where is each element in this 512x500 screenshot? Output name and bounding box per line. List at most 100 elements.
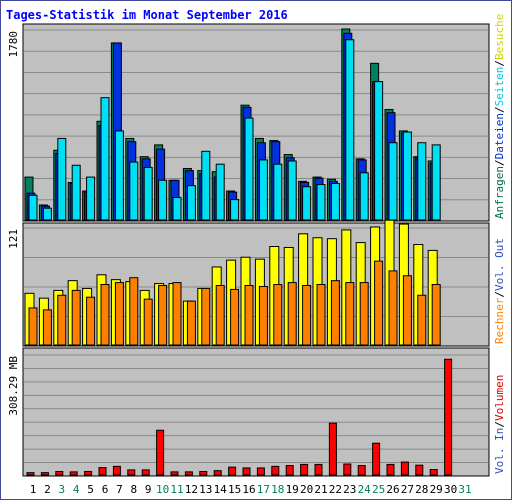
x-tick-label: 28 [415,483,428,496]
bar-rechner [129,277,139,346]
x-tick-label: 15 [228,483,241,496]
bar-seiten [302,186,312,221]
bar-rechner [215,285,225,346]
bar-seiten [86,176,96,221]
bar-seiten [374,81,384,221]
legend-separator: / [493,60,506,67]
bar-seiten [316,184,326,221]
legend-entry: Volumen [493,375,506,421]
bar-volumen [156,429,165,476]
x-tick-label: 7 [116,483,123,496]
bar-seiten [330,183,340,221]
x-tick-label: 19 [286,483,299,496]
bar-seiten [143,166,153,221]
bar-volumen [40,472,49,476]
bar-rechner [431,284,441,346]
bar-seiten [417,142,427,221]
bar-rechner [345,282,355,346]
bar-seiten [273,163,283,221]
bar-rechner [86,296,96,346]
legend-entry: Rechner [493,297,506,344]
bar-seiten [215,163,225,221]
bar-rechner [42,309,52,346]
bar-rechner [388,270,398,346]
x-tick-label: 13 [199,483,212,496]
bar-volumen [386,463,395,476]
bar-rechner [374,260,384,346]
x-tick-label: 12 [185,483,198,496]
y-axis-label: 1780 [7,31,20,58]
x-tick-label: 24 [358,483,372,496]
legend-middle: Rechner/Vol. Out [493,238,506,344]
x-tick-label: 14 [214,483,228,496]
x-tick-label: 2 [44,483,51,496]
bar-volumen [184,471,193,476]
bar-volumen [242,467,251,476]
legend-top-text: Anfragen/Dateien/Seiten/Besuche [493,14,506,219]
bar-seiten [57,137,67,221]
x-tick-label: 17 [257,483,270,496]
bar-rechner [230,288,240,346]
bar-rechner [402,275,412,346]
legend-separator: / [493,159,506,166]
x-tick-label: 30 [444,483,457,496]
bar-volumen [112,465,121,476]
bar-rechner [28,307,38,346]
bar-volumen [415,464,424,476]
bar-seiten [244,117,254,221]
x-tick-label: 31 [458,483,471,496]
bar-rechner [158,285,168,346]
legend-bottom: Vol. In/Volumen [493,375,506,474]
y-axis-label: 308.29 MB [7,356,20,416]
x-tick-label: 8 [130,483,137,496]
bar-rechner [258,285,268,346]
bar-rechner [244,285,254,346]
bar-rechner [417,294,427,346]
legend-bottom-text: Vol. In/Volumen [493,375,506,474]
bar-rechner [201,287,211,346]
bar-volumen [141,469,150,476]
bar-volumen [285,465,294,476]
bar-volumen [84,470,93,476]
bar-seiten [28,194,38,221]
bar-volumen [300,463,309,476]
bar-seiten [431,144,441,221]
bar-volumen [170,471,179,476]
x-tick-label: 20 [300,483,313,496]
legend-middle-text: Rechner/Vol. Out [493,238,506,344]
bar-seiten [230,199,240,221]
x-tick-label: 18 [271,483,284,496]
bar-rechner [273,284,283,346]
bar-rechner [316,284,326,346]
x-tick-label: 22 [329,483,342,496]
bar-volumen [256,467,265,476]
x-tick-label: 21 [314,483,327,496]
bar-volumen [228,466,237,476]
x-tick-label: 4 [73,483,80,496]
legend-entry: Seiten [493,67,506,107]
bar-volumen [199,470,208,476]
bar-seiten [201,150,211,221]
legend-top: Anfragen/Dateien/Seiten/Besuche [493,14,506,219]
bar-volumen [26,472,35,476]
bar-volumen [127,469,136,476]
bar-volumen [372,442,381,476]
x-tick-label: 11 [170,483,183,496]
bar-seiten [114,130,124,221]
bar-volumen [343,463,352,476]
bar-seiten [129,161,139,221]
bar-seiten [158,179,168,221]
x-tick-label: 5 [87,483,94,496]
legend-entry: Besuche [493,14,506,60]
bar-volumen [357,465,366,476]
legend-separator: / [493,291,506,298]
bar-volumen [429,469,438,476]
bar-seiten [402,131,412,221]
bar-rechner [186,300,196,346]
x-tick-label: 26 [386,483,399,496]
bar-seiten [287,160,297,221]
bar-volumen [98,467,107,476]
bar-volumen [69,471,78,476]
bar-rechner [57,294,67,346]
